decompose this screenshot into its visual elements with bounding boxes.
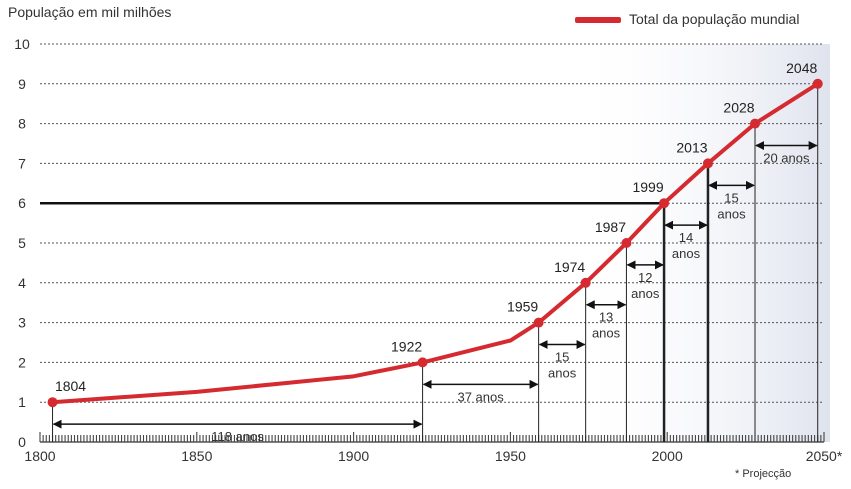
- population-line: [50, 81, 820, 405]
- y-tick-label: 1: [18, 394, 26, 410]
- legend-swatch: [575, 17, 621, 24]
- milestone-year-label: 1804: [55, 378, 86, 394]
- milestone-year-label: 1974: [554, 259, 585, 275]
- milestone-year-label: 1959: [507, 299, 538, 315]
- x-tick-label: 2000: [652, 448, 683, 464]
- milestone-point: [750, 118, 761, 129]
- interval-label: 20 anos: [763, 151, 810, 166]
- y-tick-label: 6: [18, 195, 26, 211]
- legend-label: Total da população mundial: [629, 11, 800, 27]
- interval-label-num: 14: [679, 230, 693, 245]
- y-tick-label: 7: [18, 155, 26, 171]
- y-tick-label: 2: [18, 354, 26, 370]
- x-tick-label: 2050*: [806, 448, 843, 464]
- milestone-year-label: 1999: [632, 179, 663, 195]
- y-tick-label: 3: [18, 315, 26, 331]
- footnote: * Projecção: [735, 468, 792, 480]
- interval-label-unit: anos: [592, 326, 621, 341]
- interval-label: 118 anos: [211, 429, 264, 444]
- milestone-year-label: 2028: [723, 100, 754, 116]
- interval-label-num: 13: [599, 310, 613, 325]
- interval-label-unit: anos: [631, 286, 660, 301]
- interval-label: 37 anos: [457, 389, 504, 404]
- interval-label-unit: anos: [717, 206, 746, 221]
- milestone-year-label: 1987: [595, 219, 626, 235]
- milestone-point: [621, 238, 632, 248]
- x-minor-ticks: [39, 432, 825, 442]
- y-tick-label: 10: [14, 36, 30, 52]
- y-axis-label: População em mil milhões: [8, 4, 172, 20]
- projection-zone: [566, 44, 830, 442]
- y-tick-label: 4: [18, 275, 26, 291]
- x-tick-label: 1800: [24, 448, 55, 464]
- milestone-year-label: 2013: [676, 139, 707, 155]
- interval-label-num: 15: [724, 190, 738, 205]
- x-tick-label: 1900: [338, 448, 369, 464]
- x-tick-label: 1850: [181, 448, 212, 464]
- y-tick-label: 5: [18, 235, 26, 251]
- milestone-point: [812, 78, 823, 89]
- legend: Total da população mundial: [575, 11, 799, 27]
- milestone-point: [47, 397, 58, 408]
- milestone-point: [417, 357, 428, 368]
- interval-label-num: 12: [638, 270, 652, 285]
- interval-label-num: 15: [555, 350, 569, 365]
- milestone-year-label: 1922: [391, 338, 422, 354]
- milestone-point: [580, 277, 591, 288]
- milestone-point: [533, 317, 544, 328]
- interval-label-unit: anos: [548, 366, 577, 381]
- milestone-point: [659, 198, 670, 209]
- y-tick-label: 9: [18, 76, 26, 92]
- milestone-point: [702, 158, 713, 169]
- y-tick-label: 0: [18, 434, 26, 450]
- x-tick-label: 1950: [495, 448, 526, 464]
- milestone-year-label: 2048: [786, 60, 817, 76]
- y-tick-label: 8: [18, 116, 26, 132]
- interval-label-unit: anos: [672, 246, 701, 261]
